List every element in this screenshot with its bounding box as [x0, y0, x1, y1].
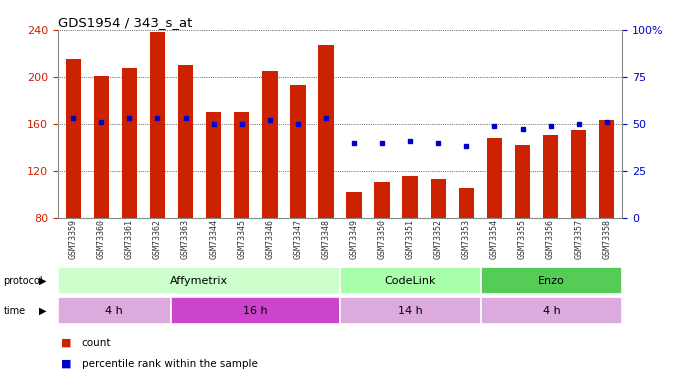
Text: protocol: protocol	[3, 276, 43, 286]
Bar	[487, 138, 502, 218]
Text: count: count	[82, 338, 111, 348]
Bar	[122, 68, 137, 218]
Bar	[599, 120, 615, 218]
Text: 14 h: 14 h	[398, 306, 423, 316]
Bar	[171, 297, 340, 324]
Text: Affymetrix: Affymetrix	[170, 276, 228, 286]
Bar	[375, 182, 390, 218]
Bar	[403, 177, 418, 218]
Bar	[458, 188, 474, 218]
Bar	[65, 59, 81, 217]
Text: 4 h: 4 h	[543, 306, 560, 316]
Bar	[178, 65, 193, 218]
Text: time: time	[3, 306, 26, 316]
Text: 4 h: 4 h	[105, 306, 123, 316]
Text: ■: ■	[61, 359, 71, 369]
Bar	[481, 267, 622, 294]
Text: ▶: ▶	[39, 306, 47, 316]
Text: Enzo: Enzo	[539, 276, 565, 286]
Bar	[430, 179, 446, 218]
Bar	[571, 130, 586, 218]
Text: ■: ■	[61, 338, 71, 348]
Text: GDS1954 / 343_s_at: GDS1954 / 343_s_at	[58, 16, 192, 29]
Bar	[346, 192, 362, 217]
Bar	[515, 145, 530, 218]
Text: ▶: ▶	[39, 276, 47, 286]
Bar	[58, 267, 340, 294]
Bar	[481, 297, 622, 324]
Text: CodeLink: CodeLink	[385, 276, 437, 286]
Bar	[543, 135, 558, 218]
Bar	[206, 112, 222, 218]
Bar	[150, 32, 165, 218]
Bar	[340, 297, 481, 324]
Text: 16 h: 16 h	[243, 306, 268, 316]
Bar	[94, 76, 109, 217]
Bar	[234, 112, 250, 218]
Text: percentile rank within the sample: percentile rank within the sample	[82, 359, 258, 369]
Bar	[340, 267, 481, 294]
Bar	[318, 45, 334, 218]
Bar	[58, 297, 171, 324]
Bar	[290, 85, 305, 218]
Bar	[262, 71, 277, 217]
